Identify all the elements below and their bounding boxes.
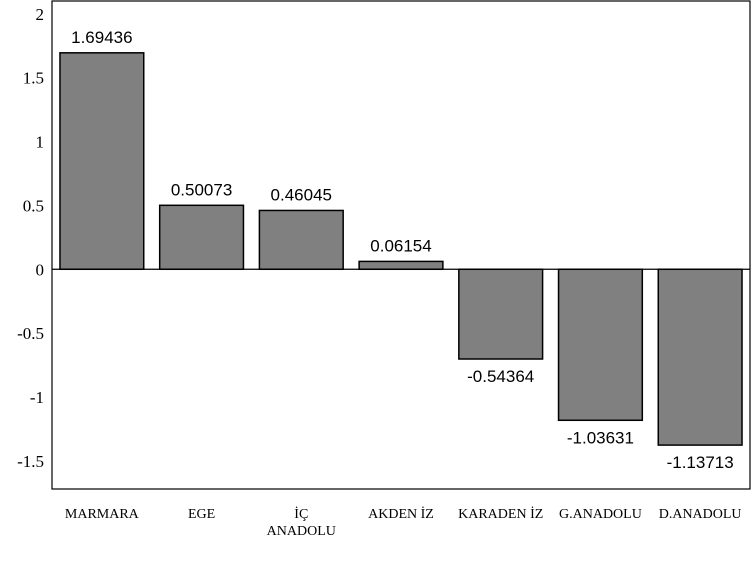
- bar: [657, 268, 743, 446]
- bar-value-label: -1.13713: [667, 453, 734, 472]
- bar-value-label: -1.03631: [567, 428, 634, 447]
- y-tick-label: 0.5: [23, 196, 44, 215]
- x-category-label: İÇ ANADOLU: [267, 506, 336, 539]
- y-tick-label: -1.5: [17, 452, 44, 471]
- y-tick-label: 0: [36, 260, 45, 279]
- bar: [258, 209, 344, 271]
- bar: [158, 204, 245, 271]
- bar-value-label: 1.69436: [71, 28, 132, 47]
- category-labels-group: MARMARA EGE İÇ ANADOLU AKDEN İZ KARADEN İZ G.A…: [65, 506, 742, 539]
- y-axis-tick-labels: 2 1.5 1 0.5 0 -0.5 -1 -1.5: [17, 5, 44, 471]
- x-category-label: D.ANADOLU: [659, 507, 742, 522]
- x-category-label: MARMARA: [65, 507, 140, 522]
- bar: [358, 260, 444, 271]
- y-tick-label: 1.5: [23, 69, 44, 88]
- bar-value-label: 0.50073: [171, 180, 232, 199]
- x-category-label: AKDEN İZ: [368, 506, 434, 522]
- bar-value-label: -0.54364: [467, 367, 534, 386]
- y-tick-label: -1: [30, 388, 44, 407]
- x-category-label: EGE: [188, 507, 215, 522]
- data-labels-group: 1.69436 0.50073 0.46045 0.06154 -0.54364 -1.0…: [71, 28, 734, 472]
- y-tick-label: -0.5: [17, 324, 44, 343]
- x-category-label: KARADEN İZ: [458, 506, 543, 522]
- x-category-label: G.ANADOLU: [559, 507, 642, 522]
- plot-frame: [51, 0, 751, 490]
- y-tick-label: 1: [36, 133, 45, 152]
- bar-value-label: 0.46045: [271, 185, 332, 204]
- bar: [557, 268, 644, 422]
- y-tick-label: 2: [36, 5, 45, 24]
- bars-group: [59, 52, 743, 446]
- bar-value-label: 0.06154: [370, 236, 431, 255]
- bar: [59, 52, 145, 271]
- bar: [458, 268, 544, 360]
